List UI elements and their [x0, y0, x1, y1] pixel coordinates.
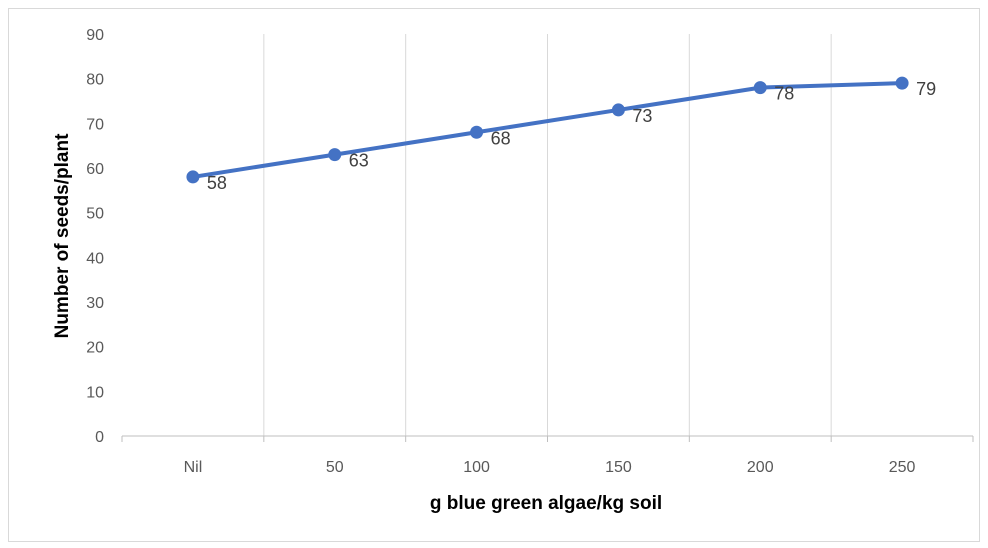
y-axis-title: Number of seeds/plant: [52, 133, 73, 338]
y-tick-label: 70: [86, 116, 104, 133]
x-tick-label: 200: [747, 459, 774, 476]
x-tick-label: Nil: [184, 459, 203, 476]
x-tick-label: 100: [463, 459, 490, 476]
data-point: [895, 76, 909, 90]
y-tick-label: 40: [86, 250, 104, 267]
x-tick-label: 50: [326, 459, 344, 476]
series-line: [190, 81, 905, 179]
data-point: [328, 148, 342, 162]
data-point: [611, 103, 625, 117]
data-label: 78: [774, 84, 794, 104]
x-tick-label: 150: [605, 459, 632, 476]
data-label: 58: [207, 173, 227, 193]
y-tick-label: 90: [86, 27, 104, 44]
data-labels: 58 63 68 73 78 79: [207, 79, 936, 193]
x-tick-label: 250: [889, 459, 916, 476]
data-point: [470, 125, 484, 139]
y-tick-label: 60: [86, 161, 104, 178]
gridlines: [263, 34, 832, 436]
x-axis-title: g blue green algae/kg soil: [430, 493, 662, 514]
series: [186, 76, 909, 184]
y-tick-label: 0: [95, 429, 104, 446]
data-label: 68: [491, 128, 511, 148]
y-axis-ticks: 0 10 20 30 40 50 60 70 80 90: [86, 27, 104, 446]
chart-frame: [8, 8, 980, 542]
data-point: [186, 170, 200, 184]
data-label: 63: [349, 151, 369, 171]
data-point: [753, 81, 767, 95]
data-label: 79: [916, 79, 936, 99]
y-tick-label: 30: [86, 295, 104, 312]
y-tick-label: 20: [86, 340, 104, 357]
x-axis-ticks: Nil 50 100 150 200 250: [184, 459, 916, 476]
y-tick-label: 80: [86, 72, 104, 89]
y-tick-label: 50: [86, 206, 104, 223]
y-tick-label: 10: [86, 384, 104, 401]
data-label: 73: [632, 106, 652, 126]
axes: [121, 435, 974, 442]
